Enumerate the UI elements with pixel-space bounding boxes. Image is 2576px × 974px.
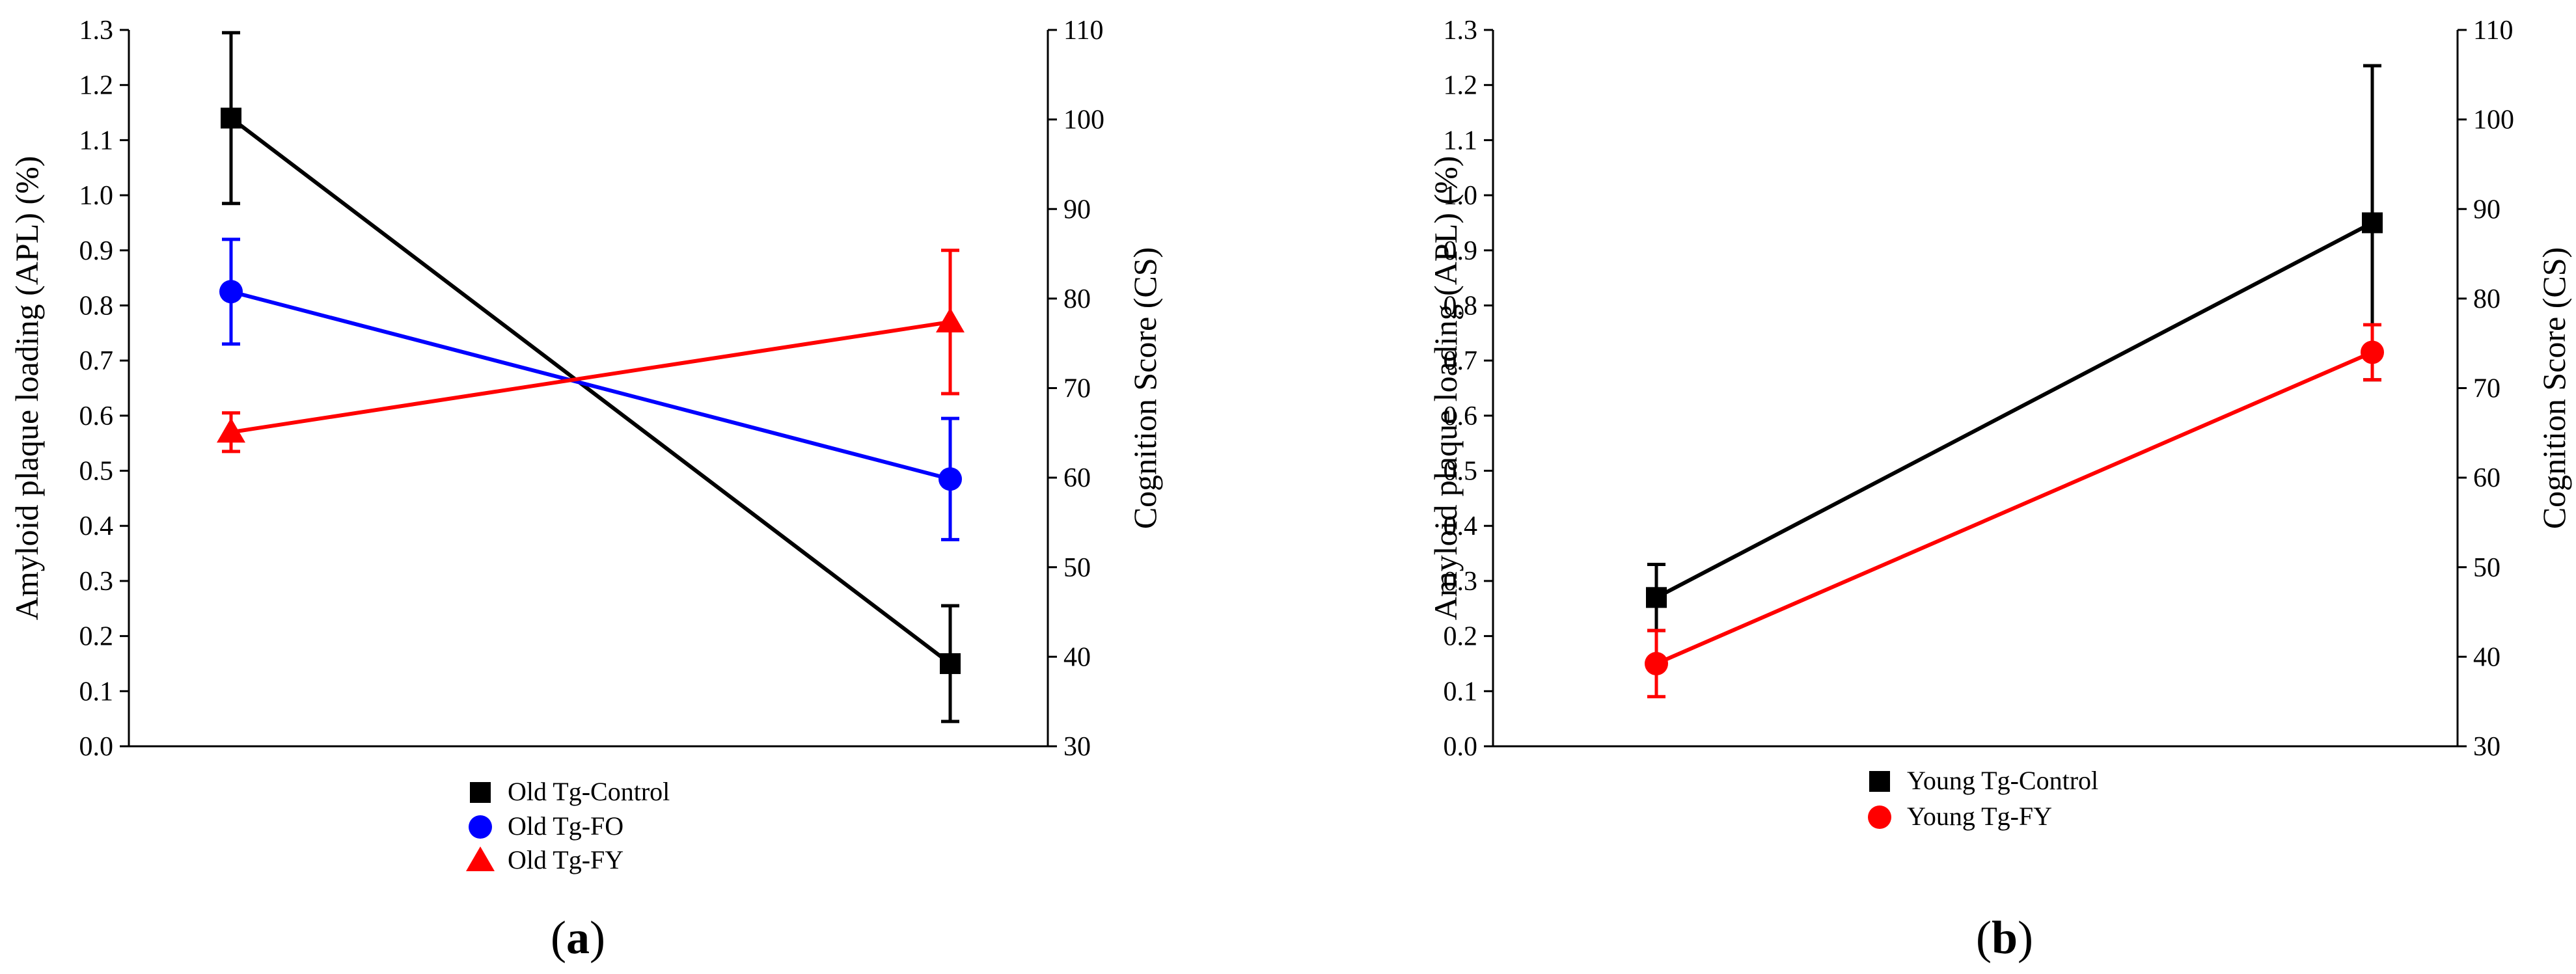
y-tick-label: 0.7	[1444, 346, 1478, 376]
series-young-tg-fy	[1645, 323, 2384, 699]
y-tick-label: 0.3	[79, 567, 114, 597]
chart-panel-b: 0.0 0.1 0.2 0.3 0.4 0.5 0.6 0.7 0.8 0.9 1.0 1.1 1.2 1…	[1427, 16, 2572, 964]
data-point	[936, 307, 965, 332]
y-tick-label: 0.5	[79, 457, 114, 487]
y-tick-label: 0.3	[1444, 567, 1478, 597]
y-tick-label: 1.0	[79, 181, 114, 211]
legend-entry: Old Tg-Control	[470, 777, 670, 806]
y-tick-label: 0.9	[1444, 236, 1478, 266]
data-point	[217, 418, 245, 443]
panel-label-letter: b	[1992, 912, 2018, 964]
y2-axis-label: Cognition Score (CS)	[2536, 247, 2572, 529]
y2-tick-label: 30	[1063, 732, 1091, 762]
y-tick-label: 0.8	[1444, 291, 1478, 321]
data-point	[2362, 212, 2383, 234]
y2-tick-label: 70	[2473, 374, 2501, 404]
y-tick-label: 0.2	[79, 622, 114, 652]
series-line	[230, 319, 951, 435]
y-tick-label: 0.9	[79, 236, 114, 266]
series-old-tg-control	[221, 31, 961, 724]
data-point	[219, 280, 243, 304]
legend-entry: Old Tg-FY	[466, 845, 623, 874]
legend-label: Young Tg-Control	[1907, 766, 2098, 795]
series-old-tg-fy	[217, 249, 965, 453]
panel-label: (a)	[551, 912, 605, 964]
y-tick-label: 1.3	[79, 16, 114, 46]
data-point	[1645, 651, 1668, 675]
legend-marker	[1869, 771, 1890, 792]
data-point	[1646, 587, 1667, 608]
series-line	[230, 116, 952, 666]
y2-tick-label: 90	[2473, 195, 2501, 224]
y-tick-label: 0.4	[79, 511, 114, 541]
legend-label: Old Tg-FY	[508, 845, 623, 874]
legend-label: Old Tg-Control	[508, 777, 670, 806]
series-line	[1655, 221, 2374, 599]
y-axis-label: Amyloid plaque loading (APL) (%)	[8, 156, 45, 621]
legend-marker	[466, 846, 495, 871]
y2-tick-label: 40	[2473, 642, 2501, 672]
y-axis-label: Amyloid plaque loading (APL) (%)	[1427, 156, 1464, 621]
y-tick-label: 0.1	[79, 677, 114, 707]
y-tick-label: 0.8	[79, 291, 114, 321]
y-tick-label: 1.1	[1444, 126, 1478, 156]
legend-marker	[470, 782, 491, 803]
y2-tick-label: 70	[1063, 374, 1091, 404]
data-point	[221, 107, 241, 129]
y2-tick-label: 50	[1063, 553, 1091, 583]
y2-tick-label: 60	[2473, 463, 2501, 493]
data-point	[939, 467, 962, 491]
y-tick-label: 1.2	[1444, 71, 1478, 101]
legend-marker	[1868, 805, 1891, 829]
y2-tick-label: 110	[1063, 16, 1103, 46]
y2-tick-label: 100	[1063, 105, 1104, 135]
data-point	[940, 653, 961, 674]
chart-panel-a: 0.0 0.1 0.2 0.3 0.4 0.5 0.6 0.7 0.8 0.9 1.0 1.1 1.2 1…	[8, 16, 1163, 964]
panel-label: (b)	[1976, 912, 2033, 964]
series-young-tg-control	[1646, 64, 2383, 632]
y-tick-label: 1.0	[1444, 181, 1478, 211]
y2-tick-label: 80	[1063, 284, 1091, 314]
y2-axis-label: Cognition Score (CS)	[1127, 247, 1163, 529]
y-tick-label: 0.0	[1444, 732, 1478, 762]
y2-tick-label: 80	[2473, 284, 2501, 314]
y-tick-label: 0.1	[1444, 677, 1478, 707]
data-point	[2361, 340, 2384, 364]
legend-marker	[469, 815, 492, 839]
y2-tick-label: 100	[2473, 105, 2514, 135]
y-tick-label: 0.6	[79, 401, 114, 431]
series-line	[230, 290, 951, 481]
y-tick-label: 0.7	[79, 346, 114, 376]
series-line	[1655, 350, 2374, 666]
y-tick-label: 1.3	[1444, 16, 1478, 46]
y2-tick-label: 40	[1063, 642, 1091, 672]
y2-tick-label: 110	[2473, 16, 2513, 46]
legend-entry: Old Tg-FO	[469, 811, 623, 841]
y-tick-label: 0.5	[1444, 457, 1478, 487]
legend-label: Old Tg-FO	[508, 811, 623, 841]
y2-tick-label: 50	[2473, 553, 2501, 583]
legend-label: Young Tg-FY	[1907, 802, 2052, 831]
y2-tick-label: 60	[1063, 463, 1091, 493]
y-tick-label: 1.1	[79, 126, 114, 156]
series-old-tg-fo	[219, 237, 962, 541]
panel-label-letter: a	[566, 912, 590, 964]
legend-entry: Young Tg-Control	[1869, 766, 2098, 795]
y-tick-label: 0.6	[1444, 401, 1478, 431]
y2-tick-label: 30	[2473, 732, 2501, 762]
y-tick-label: 0.4	[1444, 511, 1478, 541]
y-tick-label: 0.0	[79, 732, 114, 762]
y2-tick-label: 90	[1063, 195, 1091, 224]
y-tick-label: 0.2	[1444, 622, 1478, 652]
y-tick-label: 1.2	[79, 71, 114, 101]
legend-entry: Young Tg-FY	[1868, 802, 2052, 831]
